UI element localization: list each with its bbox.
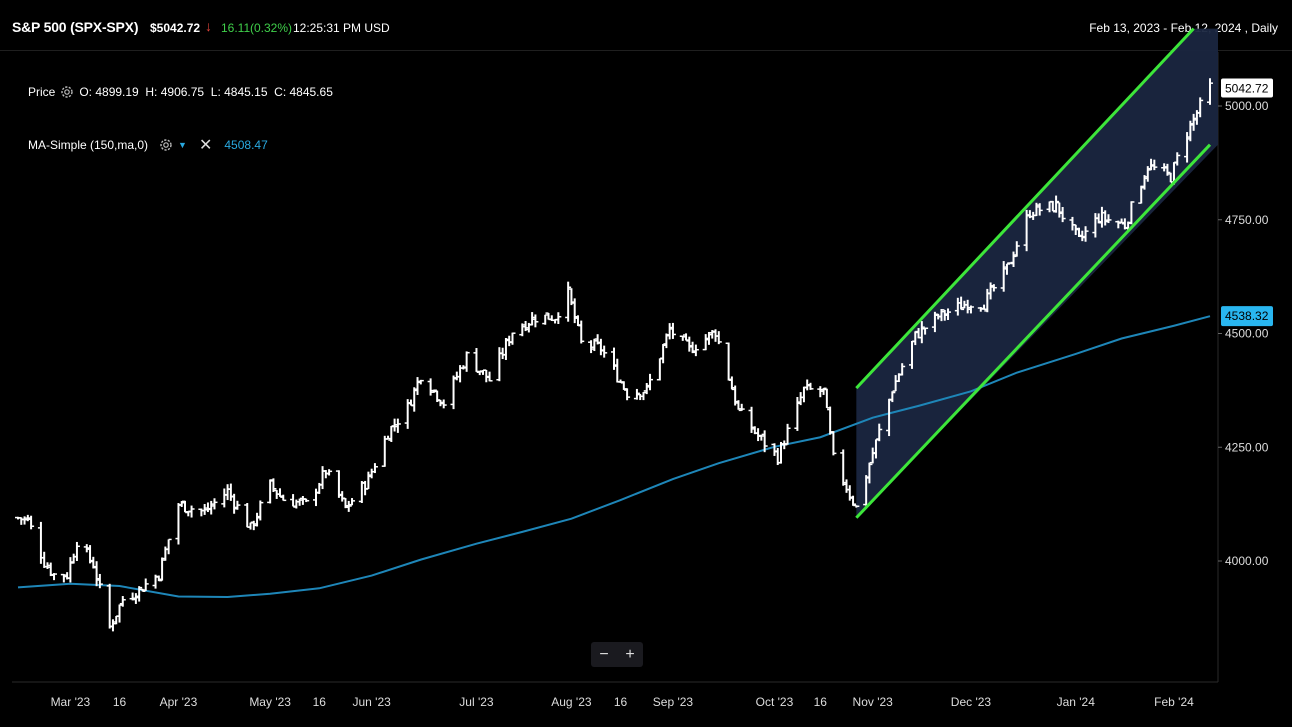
x-tick-label: Jan '24 bbox=[1057, 695, 1096, 709]
date-range[interactable]: Feb 13, 2023 - Feb 12, 2024 , Daily bbox=[1089, 21, 1278, 35]
ticker-title: S&P 500 (SPX-SPX) bbox=[12, 19, 139, 35]
price-change-percent: (0.32%) bbox=[250, 21, 293, 35]
channel-lower-line bbox=[855, 143, 1212, 519]
x-tick-label: 16 bbox=[313, 695, 327, 709]
x-tick-label: 16 bbox=[113, 695, 127, 709]
ma-price-tag-text: 4538.32 bbox=[1225, 309, 1269, 323]
price-legend-label: Price bbox=[28, 85, 56, 99]
last-price: $5042.72 bbox=[150, 21, 201, 35]
x-tick-label: Apr '23 bbox=[160, 695, 198, 709]
price-legend: Price O: 4899.19 H: 4906.75 L: 4845.15 C… bbox=[28, 84, 333, 100]
channel-fill bbox=[856, 28, 1218, 518]
y-tick-label: 4500.00 bbox=[1225, 327, 1269, 341]
chart-header: S&P 500 (SPX-SPX) $5042.72 ↓ 16.11 (0.32… bbox=[0, 0, 1292, 51]
x-tick-label: 16 bbox=[614, 695, 628, 709]
x-tick-label: Mar '23 bbox=[51, 695, 91, 709]
x-tick-label: Dec '23 bbox=[951, 695, 992, 709]
quote-time: 12:25:31 PM USD bbox=[293, 21, 390, 35]
gear-icon[interactable] bbox=[59, 84, 75, 100]
x-tick-label: Jul '23 bbox=[459, 695, 494, 709]
y-tick-label: 4250.00 bbox=[1225, 440, 1269, 454]
ohlc-values: O: 4899.19 H: 4906.75 L: 4845.15 C: 4845… bbox=[79, 85, 333, 99]
ma-price-tag bbox=[1221, 306, 1273, 327]
ma-line bbox=[17, 315, 1211, 598]
y-tick-label: 4750.00 bbox=[1225, 213, 1269, 227]
y-tick-label: 4000.00 bbox=[1225, 554, 1269, 568]
x-tick-label: 16 bbox=[814, 695, 828, 709]
x-tick-label: Sep '23 bbox=[653, 695, 694, 709]
ma-legend-label: MA-Simple (150,ma,0) bbox=[28, 138, 149, 152]
zoom-out-button[interactable]: − bbox=[599, 646, 609, 663]
x-tick-label: Oct '23 bbox=[756, 695, 794, 709]
price-change: 16.11 bbox=[221, 21, 251, 35]
x-tick-label: May '23 bbox=[249, 695, 291, 709]
close-icon[interactable]: ✕ bbox=[198, 137, 213, 154]
chevron-down-icon[interactable]: ▼ bbox=[178, 140, 187, 150]
x-tick-label: Nov '23 bbox=[853, 695, 894, 709]
y-tick-label: 5000.00 bbox=[1225, 99, 1269, 113]
channel-upper-line bbox=[855, 27, 1195, 390]
gear-icon[interactable] bbox=[158, 137, 174, 153]
ma-value: 4508.47 bbox=[224, 138, 268, 152]
last-price-tag-text: 5042.72 bbox=[1225, 82, 1269, 96]
down-arrow-icon: ↓ bbox=[205, 18, 212, 34]
zoom-controls: − + bbox=[591, 642, 643, 667]
last-price-tag bbox=[1221, 78, 1273, 98]
x-tick-label: Aug '23 bbox=[551, 695, 592, 709]
x-tick-label: Jun '23 bbox=[353, 695, 392, 709]
ma-legend: MA-Simple (150,ma,0) ▼ ✕ 4508.47 bbox=[28, 135, 268, 155]
zoom-in-button[interactable]: + bbox=[625, 646, 635, 663]
x-tick-label: Feb '24 bbox=[1154, 695, 1194, 709]
